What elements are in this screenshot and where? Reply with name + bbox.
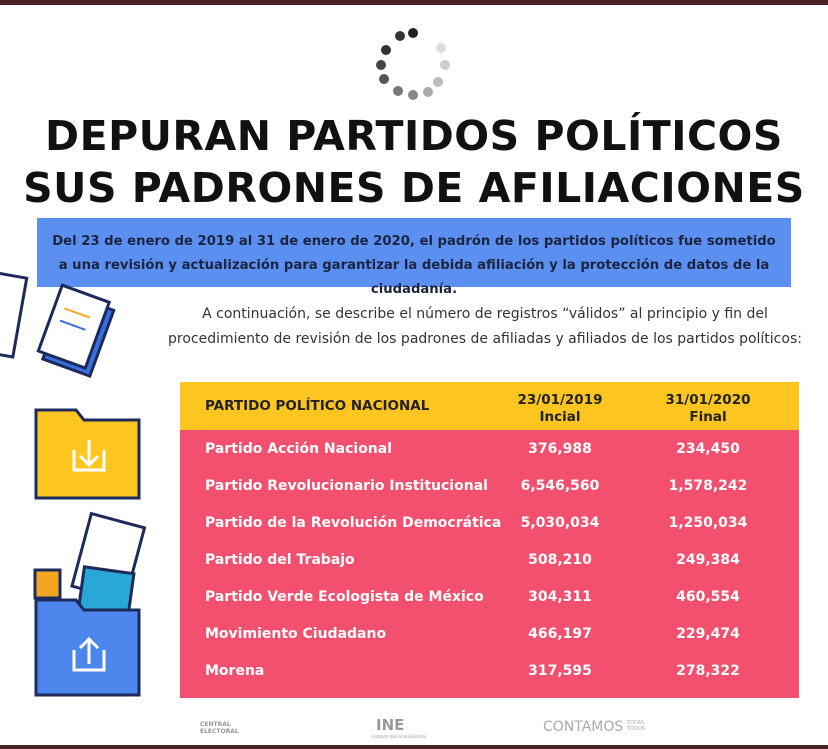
record-count: 508,210: [528, 552, 592, 568]
table-header: [180, 382, 799, 430]
table-body: [180, 430, 799, 698]
party-name: Partido Acción Nacional: [205, 441, 393, 457]
record-count: 229,474: [676, 626, 740, 642]
record-count: 317,595: [528, 663, 592, 679]
record-count: 5,030,034: [520, 515, 600, 531]
footer-logo: CENTRAL ELECTORAL: [200, 721, 239, 735]
column-header: PARTIDO POLÍTICO NACIONAL: [205, 398, 430, 414]
column-header: 23/01/2019: [517, 392, 603, 408]
record-count: 249,384: [676, 552, 740, 568]
illustration: [0, 271, 147, 697]
footer-logo: INE: [376, 716, 405, 734]
footer-logo-caption: Instituto Nacional Electoral: [372, 734, 426, 739]
party-name: Movimiento Ciudadano: [205, 626, 387, 642]
footer-logo: CONTAMOS: [543, 719, 624, 735]
record-count: 6,546,560: [520, 478, 600, 494]
party-name: Partido Verde Ecologista de México: [205, 589, 484, 605]
record-count: 1,250,034: [668, 515, 748, 531]
top-bar: [0, 0, 828, 5]
column-header: 31/01/2020: [665, 392, 751, 408]
title-line: DEPURAN PARTIDOS POLÍTICOS: [45, 112, 783, 160]
column-subheader: Final: [689, 409, 727, 425]
description: A continuación, se describe el número de…: [168, 306, 802, 347]
record-count: 466,197: [528, 626, 592, 642]
party-name: Partido Revolucionario Institucional: [205, 478, 488, 494]
party-name: Partido de la Revolución Democrática: [205, 515, 502, 531]
record-count: 278,322: [676, 663, 740, 679]
record-count: 1,578,242: [668, 478, 748, 494]
party-name: Partido del Trabajo: [205, 552, 355, 568]
footer-logo-caption: TODAS TODOS: [627, 720, 645, 732]
record-count: 376,988: [528, 441, 592, 457]
record-count: 460,554: [676, 589, 740, 605]
title-line: SUS PADRONES DE AFILIACIONES: [23, 164, 805, 212]
record-count: 304,311: [528, 589, 592, 605]
record-count: 234,450: [676, 441, 740, 457]
intro-box: Del 23 de enero de 2019 al 31 de enero d…: [37, 218, 791, 297]
bottom-bar: [0, 745, 828, 749]
party-name: Morena: [205, 663, 265, 679]
spinner-icon: [376, 28, 450, 100]
column-subheader: Incial: [539, 409, 581, 425]
